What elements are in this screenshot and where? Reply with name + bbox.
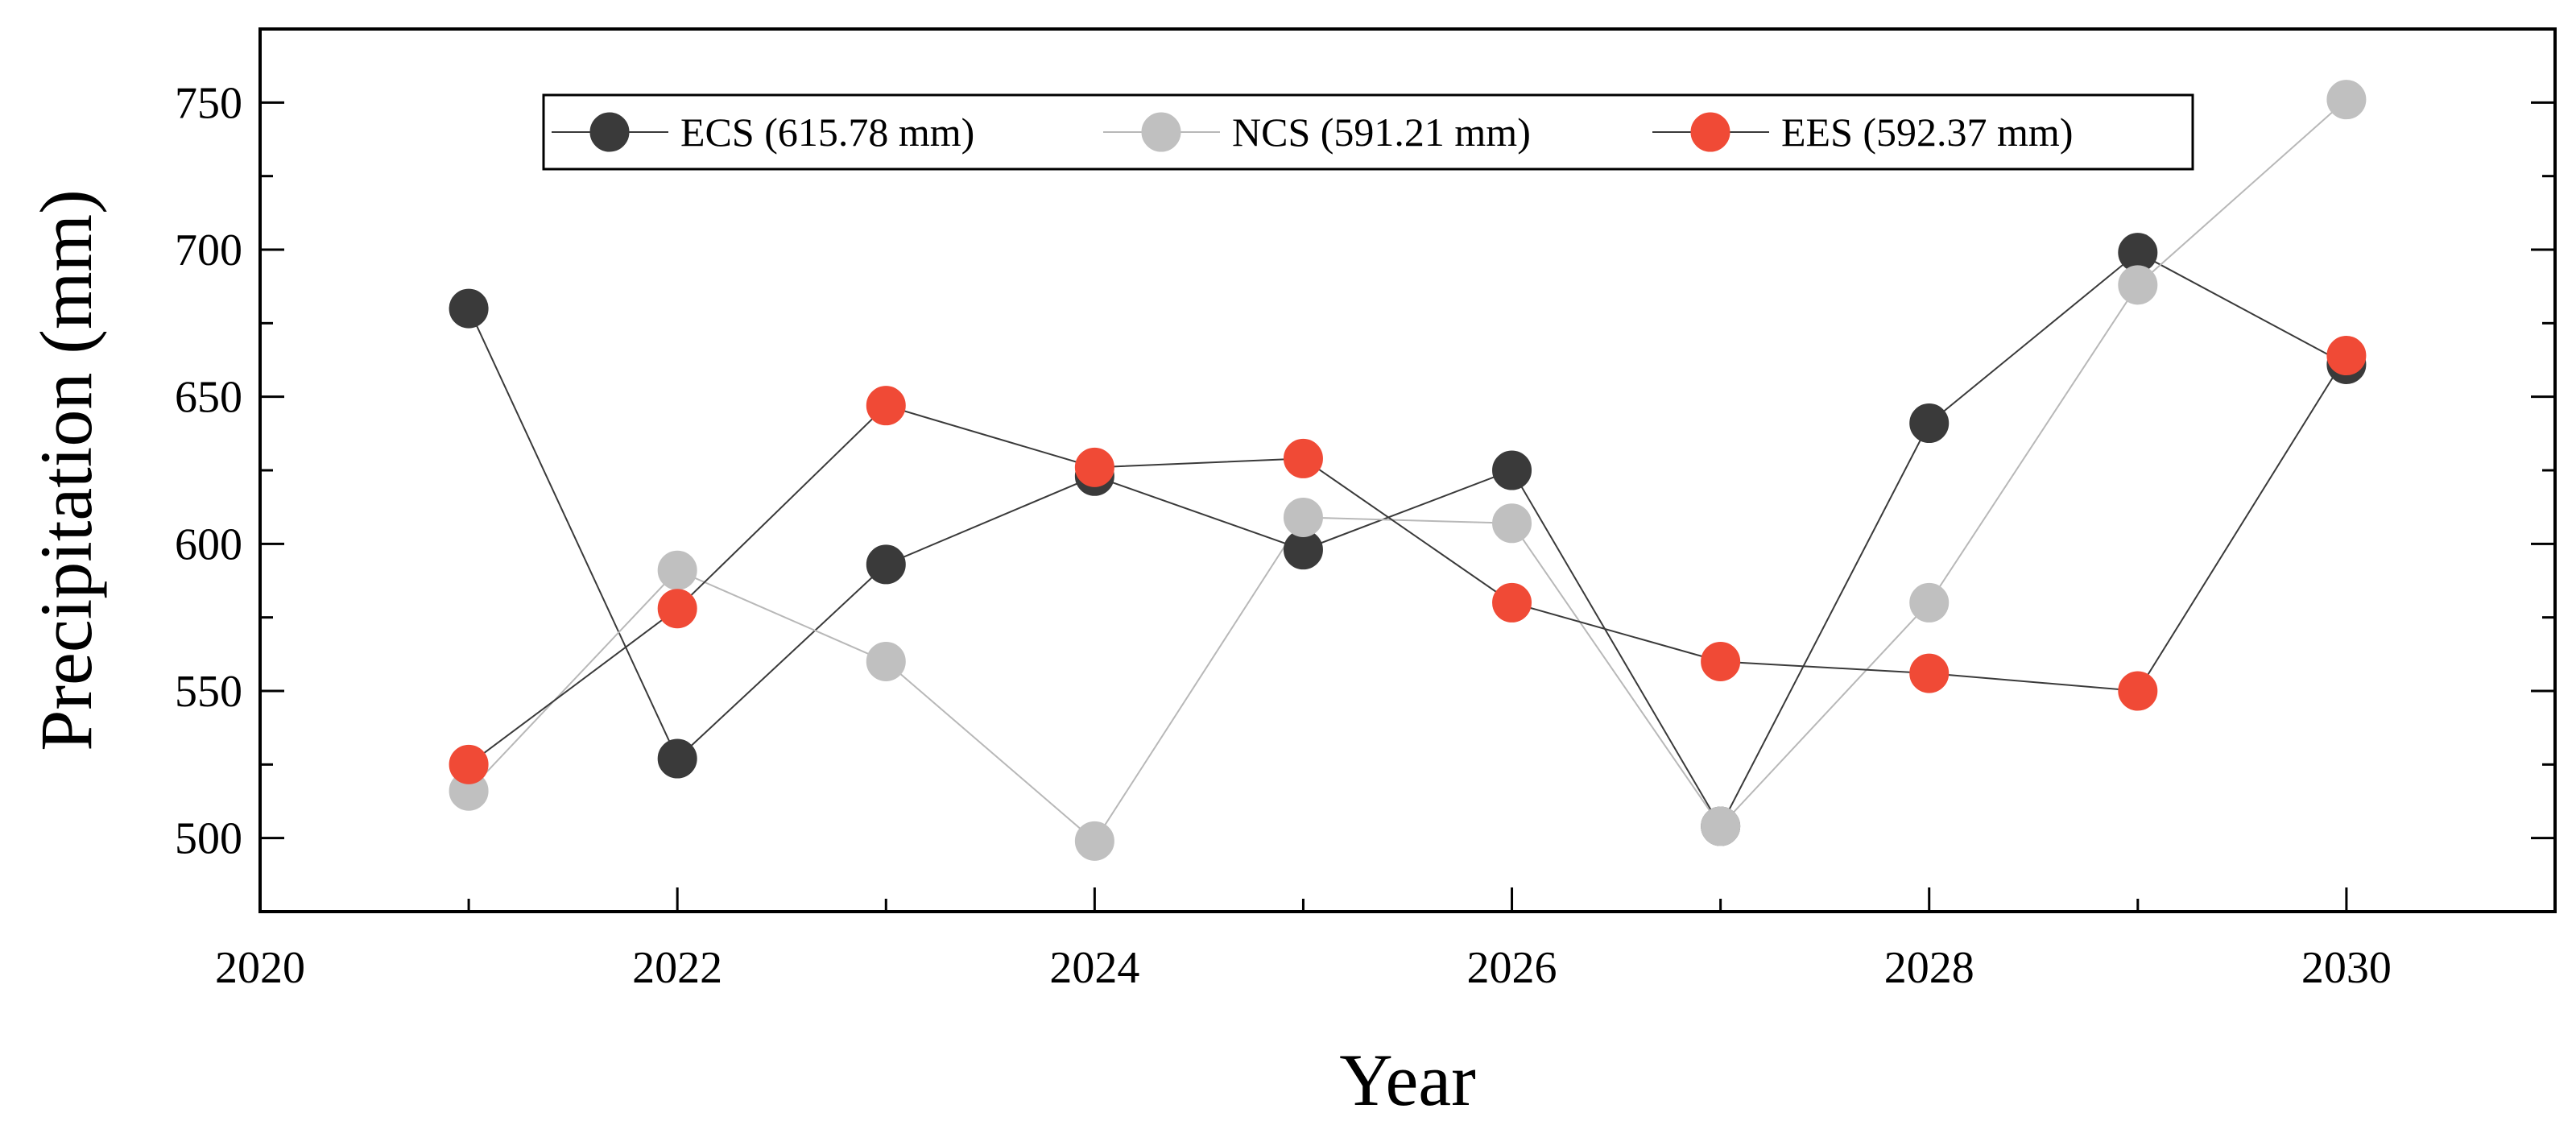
y-tick-label: 650: [175, 373, 242, 423]
data-point-1: [2118, 265, 2158, 305]
data-point-2: [1074, 447, 1114, 487]
data-point-1: [2326, 80, 2367, 120]
data-point-0: [449, 288, 489, 329]
y-tick-label: 750: [175, 78, 242, 128]
data-point-0: [1909, 403, 1950, 444]
data-point-1: [1701, 806, 1741, 846]
data-point-1: [1909, 582, 1950, 623]
legend-label-1: NCS (591.21 mm): [1232, 110, 1531, 155]
data-point-1: [866, 641, 906, 681]
y-tick-label: 550: [175, 667, 242, 717]
legend: ECS (615.78 mm) NCS (591.21 mm) EES (592.3…: [542, 93, 2194, 171]
x-tick-label: 2022: [632, 943, 722, 993]
data-point-1: [657, 550, 697, 590]
data-point-2: [866, 386, 906, 426]
legend-label-0: ECS (615.78 mm): [680, 110, 974, 155]
series-line-0: [468, 251, 2347, 829]
y-axis-title: Precipitation (mm): [25, 189, 107, 751]
legend-label-2: EES (592.37 mm): [1781, 110, 2073, 155]
y-tick-label: 600: [175, 519, 242, 569]
x-axis-title: Year: [1339, 1039, 1476, 1121]
y-tick-label: 500: [175, 814, 242, 864]
data-point-2: [2326, 336, 2367, 376]
x-tick-label: 2030: [2301, 943, 2392, 993]
data-point-1: [1283, 497, 1323, 537]
data-point-2: [449, 744, 489, 784]
data-point-2: [657, 589, 697, 629]
data-point-2: [1492, 582, 1532, 623]
data-point-2: [1283, 438, 1323, 478]
x-tick-label: 2024: [1049, 943, 1139, 993]
data-point-1: [1074, 821, 1114, 861]
data-point-2: [1909, 653, 1950, 693]
data-point-0: [657, 738, 697, 779]
legend-marker-0: [589, 112, 630, 152]
data-point-0: [866, 544, 906, 585]
series-line-2: [468, 354, 2347, 766]
x-tick-label: 2028: [1884, 943, 1974, 993]
data-point-0: [1492, 450, 1532, 490]
y-tick-label: 700: [175, 225, 242, 275]
legend-box: [542, 93, 2194, 171]
x-tick-label: 2026: [1467, 943, 1557, 993]
legend-marker-2: [1690, 112, 1730, 152]
series-line-1: [468, 98, 2347, 842]
axis-ticks: [258, 27, 2557, 913]
legend-marker-1: [1141, 112, 1181, 152]
axis-tick-labels: 2020 2022 2024 2026 2028 2030 500 550 600 650 700 7…: [175, 78, 2392, 993]
data-point-1: [1492, 503, 1532, 544]
data-point-2: [2118, 671, 2158, 711]
data-point-2: [1701, 641, 1741, 681]
x-tick-label: 2020: [215, 943, 305, 993]
series-layer: [449, 80, 2367, 861]
